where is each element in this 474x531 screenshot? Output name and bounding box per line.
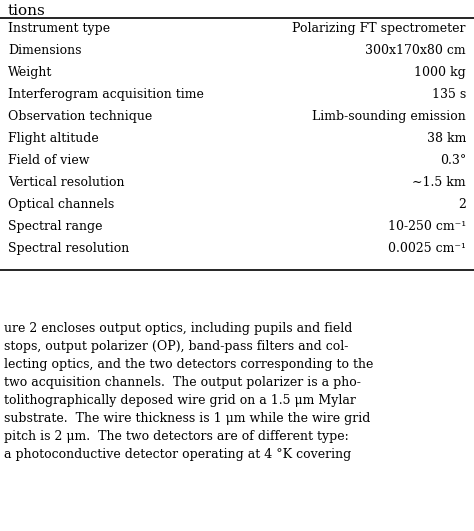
Text: 2: 2 xyxy=(458,198,466,211)
Text: lecting optics, and the two detectors corresponding to the: lecting optics, and the two detectors co… xyxy=(4,358,374,371)
Text: Observation technique: Observation technique xyxy=(8,110,152,123)
Text: Spectral resolution: Spectral resolution xyxy=(8,242,129,255)
Text: Flight altitude: Flight altitude xyxy=(8,132,99,145)
Text: Polarizing FT spectrometer: Polarizing FT spectrometer xyxy=(292,22,466,35)
Text: Dimensions: Dimensions xyxy=(8,44,82,57)
Text: Spectral range: Spectral range xyxy=(8,220,102,233)
Text: ∼1.5 km: ∼1.5 km xyxy=(412,176,466,189)
Text: pitch is 2 μm.  The two detectors are of different type:: pitch is 2 μm. The two detectors are of … xyxy=(4,430,349,443)
Text: stops, output polarizer (OP), band-pass filters and col-: stops, output polarizer (OP), band-pass … xyxy=(4,340,348,353)
Text: 10-250 cm⁻¹: 10-250 cm⁻¹ xyxy=(388,220,466,233)
Text: 135 s: 135 s xyxy=(432,88,466,101)
Text: ure 2 encloses output optics, including pupils and field: ure 2 encloses output optics, including … xyxy=(4,322,352,335)
Text: Optical channels: Optical channels xyxy=(8,198,114,211)
Text: Interferogram acquisition time: Interferogram acquisition time xyxy=(8,88,204,101)
Text: 300x170x80 cm: 300x170x80 cm xyxy=(365,44,466,57)
Text: tolithographically deposed wire grid on a 1.5 μm Mylar: tolithographically deposed wire grid on … xyxy=(4,394,356,407)
Text: 1000 kg: 1000 kg xyxy=(414,66,466,79)
Text: tions: tions xyxy=(8,4,46,18)
Text: 0.3°: 0.3° xyxy=(440,154,466,167)
Text: Field of view: Field of view xyxy=(8,154,90,167)
Text: two acquisition channels.  The output polarizer is a pho-: two acquisition channels. The output pol… xyxy=(4,376,361,389)
Text: substrate.  The wire thickness is 1 μm while the wire grid: substrate. The wire thickness is 1 μm wh… xyxy=(4,412,370,425)
Text: 0.0025 cm⁻¹: 0.0025 cm⁻¹ xyxy=(388,242,466,255)
Text: Vertical resolution: Vertical resolution xyxy=(8,176,125,189)
Text: 38 km: 38 km xyxy=(427,132,466,145)
Text: Weight: Weight xyxy=(8,66,52,79)
Text: Limb-sounding emission: Limb-sounding emission xyxy=(312,110,466,123)
Text: a photoconductive detector operating at 4 °K covering: a photoconductive detector operating at … xyxy=(4,448,351,461)
Text: Instrument type: Instrument type xyxy=(8,22,110,35)
